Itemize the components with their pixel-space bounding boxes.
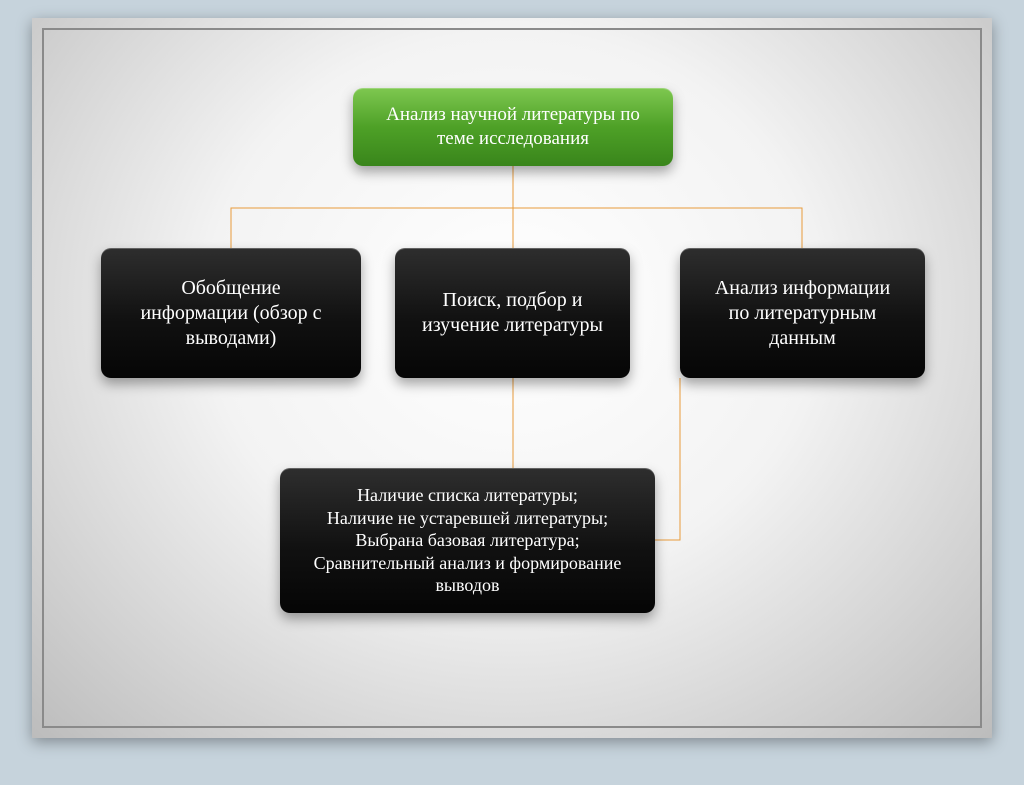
node-summary: Обобщение информации (обзор с выводами) xyxy=(101,248,361,378)
node-analysis: Анализ информации по литературным данным xyxy=(680,248,925,378)
slide-canvas: Анализ научной литературы по теме исслед… xyxy=(32,18,992,738)
node-search-label: Поиск, подбор и изучение литературы xyxy=(422,288,603,338)
node-criteria: Наличие списка литературы; Наличие не ус… xyxy=(280,468,655,613)
node-analysis-label: Анализ информации по литературным данным xyxy=(715,276,890,351)
node-search: Поиск, подбор и изучение литературы xyxy=(395,248,630,378)
node-summary-label: Обобщение информации (обзор с выводами) xyxy=(140,276,321,351)
node-root-label: Анализ научной литературы по теме исслед… xyxy=(386,103,640,151)
node-root: Анализ научной литературы по теме исслед… xyxy=(353,88,673,166)
node-criteria-label: Наличие списка литературы; Наличие не ус… xyxy=(314,484,622,597)
